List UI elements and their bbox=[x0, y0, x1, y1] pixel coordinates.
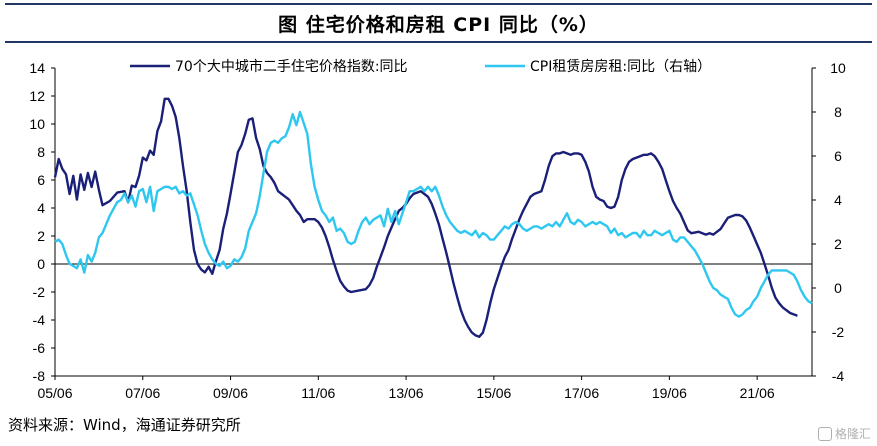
left-tick-label: 0 bbox=[37, 256, 45, 272]
series-layer bbox=[53, 97, 813, 338]
left-tick-label: -4 bbox=[33, 312, 46, 328]
x-tick-label: 07/06 bbox=[125, 385, 160, 401]
x-tick-label: 15/06 bbox=[476, 385, 511, 401]
x-tick-label: 13/06 bbox=[389, 385, 424, 401]
legend-label-1: 70个大中城市二手住宅价格指数:同比 bbox=[175, 58, 408, 75]
right-tick-label: -4 bbox=[832, 368, 845, 384]
left-tick-label: 2 bbox=[37, 228, 45, 244]
x-tick-label: 19/06 bbox=[652, 385, 687, 401]
legend-label-2: CPI租赁房房租:同比（右轴） bbox=[530, 59, 711, 75]
right-tick-label: 6 bbox=[834, 148, 842, 164]
left-tick-label: -8 bbox=[33, 368, 46, 384]
left-tick-label: 14 bbox=[29, 60, 45, 76]
axes-layer: 14 12 10 8 6 4 2 0 -2 -4 -6 -8 10 8 6 4 2 0 -2 -4 05/06 07/06… bbox=[29, 60, 846, 401]
x-tick-label: 11/06 bbox=[301, 385, 335, 401]
left-tick-label: 8 bbox=[37, 144, 45, 160]
left-tick-label: -2 bbox=[33, 284, 46, 300]
left-tick-label: 10 bbox=[29, 116, 45, 132]
source-note: 资料来源：Wind，海通证券研究所 bbox=[8, 416, 241, 434]
right-tick-label: 2 bbox=[834, 236, 842, 252]
watermark-logo-icon bbox=[817, 426, 832, 441]
x-tick-label: 09/06 bbox=[213, 385, 248, 401]
legend: 70个大中城市二手住宅价格指数:同比 CPI租赁房房租:同比（右轴） bbox=[130, 58, 711, 75]
right-tick-label: 0 bbox=[834, 280, 842, 296]
left-tick-label: 12 bbox=[29, 88, 45, 104]
left-tick-label: 6 bbox=[37, 172, 45, 188]
series-line-2 bbox=[54, 110, 813, 318]
watermark: 格隆汇 bbox=[817, 425, 871, 442]
chart-title: 图 住宅价格和房租 CPI 同比（%） bbox=[278, 13, 599, 36]
watermark-text: 格隆汇 bbox=[834, 427, 871, 441]
x-tick-label: 05/06 bbox=[37, 385, 72, 401]
title-bar: 图 住宅价格和房租 CPI 同比（%） bbox=[5, 3, 872, 43]
left-tick-label: -6 bbox=[33, 340, 46, 356]
right-tick-label: 10 bbox=[830, 60, 846, 76]
right-tick-label: 4 bbox=[834, 192, 842, 208]
left-tick-label: 4 bbox=[37, 200, 45, 216]
series-line-1 bbox=[53, 97, 798, 338]
right-tick-label: 8 bbox=[834, 104, 842, 120]
x-tick-label: 17/06 bbox=[564, 385, 599, 401]
x-tick-label: 21/06 bbox=[740, 385, 775, 401]
right-tick-label: -2 bbox=[832, 324, 845, 340]
